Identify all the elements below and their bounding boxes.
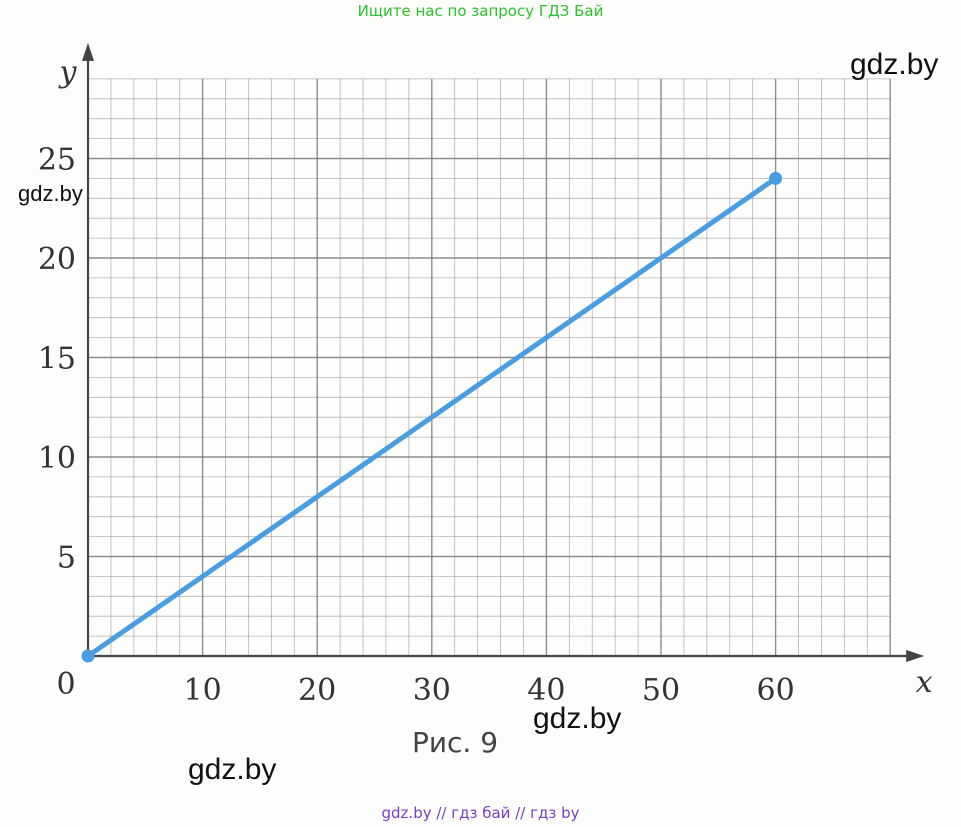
axes <box>82 42 925 662</box>
watermark-top-right: gdz.by <box>850 48 939 81</box>
y-tick-label: 15 <box>38 342 76 377</box>
watermark-bottom-center: gdz.by <box>533 702 622 735</box>
data-point <box>769 171 783 185</box>
x-tick-label: 20 <box>298 673 336 708</box>
x-axis-label: x <box>916 665 933 700</box>
figure-caption: Рис. 9 <box>411 726 499 759</box>
y-tick-label: 20 <box>38 242 76 277</box>
watermark-left: gdz.by <box>18 181 83 206</box>
y-tick-label: 10 <box>38 441 76 476</box>
watermark-bottom-left: gdz.by <box>188 753 277 786</box>
bottom-banner-text[interactable]: gdz.by // гдз бай // гдз by <box>381 804 580 822</box>
grid <box>88 78 891 656</box>
x-tick-label: 50 <box>642 673 680 708</box>
series-line <box>85 175 779 659</box>
x-tick-label: 30 <box>413 673 451 708</box>
x-tick-label: 60 <box>757 673 795 708</box>
top-banner-text[interactable]: Ищите нас по запросу ГДЗ Бай <box>357 2 604 20</box>
y-tick-label: 25 <box>38 143 76 178</box>
y-axis-label: y <box>58 55 78 90</box>
y-tick-label: 5 <box>57 541 76 576</box>
data-point <box>81 649 95 663</box>
y-axis-arrow <box>82 42 94 61</box>
x-tick-label: 40 <box>527 673 565 708</box>
x-axis-arrow <box>906 650 925 662</box>
tick-labels: x y 0 10 20 30 40 50 60 5 10 15 20 25 <box>38 55 933 708</box>
x-tick-label: 10 <box>184 673 222 708</box>
series-layer <box>81 171 783 663</box>
origin-label: 0 <box>56 667 75 702</box>
